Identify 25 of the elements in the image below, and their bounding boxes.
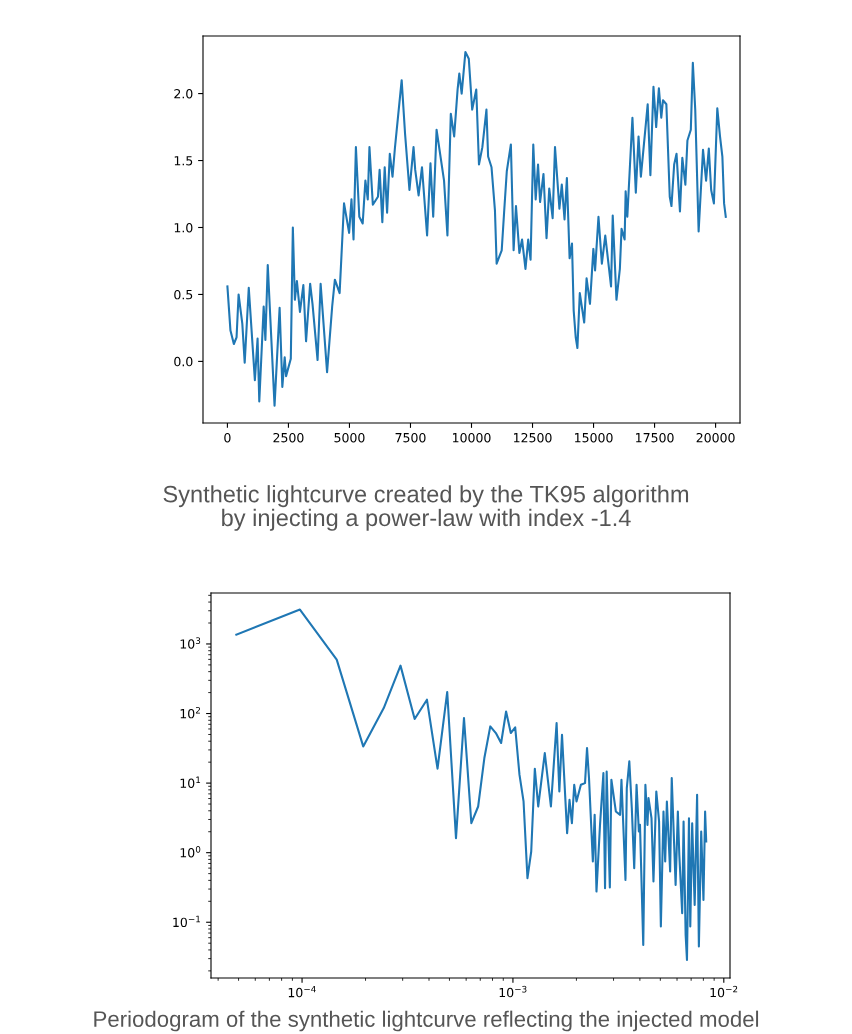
x-tick-label: 5000 bbox=[334, 432, 365, 443]
x-tick-label: 7500 bbox=[395, 432, 426, 443]
x-tick-label: 12500 bbox=[514, 432, 552, 443]
y-tick-label: 10$^{0}$ bbox=[180, 846, 201, 858]
y-tick-label: 10$^{−1}$ bbox=[173, 915, 201, 928]
y-tick-label: 10$^{1}$ bbox=[180, 776, 201, 788]
line-series bbox=[226, 51, 727, 407]
x-tick-label: 17500 bbox=[636, 432, 674, 443]
y-tick-label: 10$^{3}$ bbox=[180, 637, 201, 649]
x-tick-label: 20000 bbox=[696, 432, 735, 443]
y-tick-label: 0.5 bbox=[174, 289, 193, 300]
y-tick-label: 1.5 bbox=[174, 156, 193, 166]
y-tick-label: 1.0 bbox=[174, 222, 193, 233]
x-tick-label: 15000 bbox=[575, 432, 613, 443]
x-tick-label: 0 bbox=[224, 432, 231, 443]
x-tick-label: 10$^{−2}$ bbox=[710, 985, 738, 998]
text: Synthetic lightcurve created by the TK95 algorithm by injecting a power-law with index -1.4 bbox=[163, 485, 689, 531]
y-tick-label: 0.0 bbox=[174, 356, 193, 367]
x-tick-label: 2500 bbox=[273, 432, 304, 443]
text: Periodogram of the synthetic lightcurve reflecting the injected model bbox=[94, 1010, 759, 1032]
x-tick-label: 10$^{−3}$ bbox=[499, 985, 527, 998]
x-tick-label: 10000 bbox=[452, 432, 491, 443]
x-tick-label: 10$^{−4}$ bbox=[288, 985, 316, 998]
y-tick-label: 10$^{2}$ bbox=[180, 706, 200, 719]
y-tick-label: 2.0 bbox=[174, 89, 193, 99]
